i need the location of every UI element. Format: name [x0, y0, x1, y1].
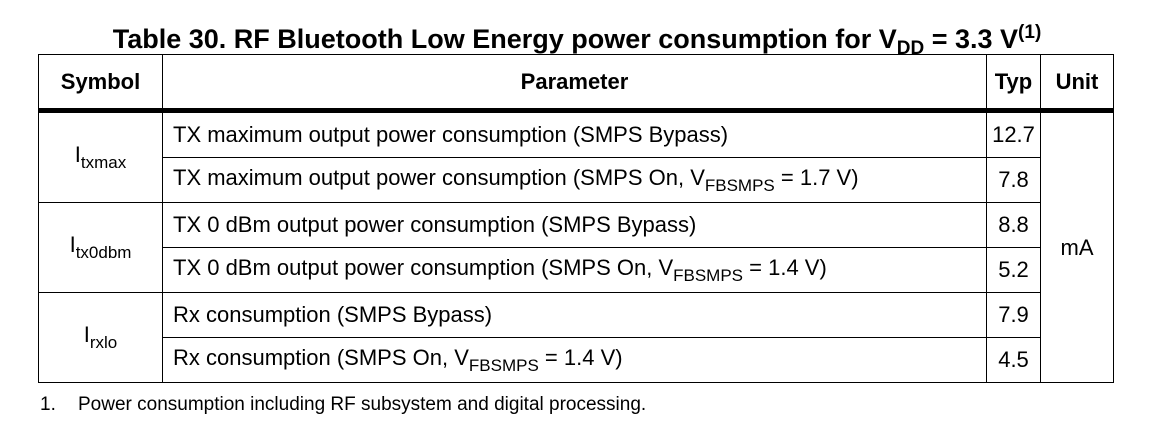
- parameter-text: TX maximum output power consumption (SMP…: [173, 122, 729, 147]
- title-text: Table 30. RF Bluetooth Low Energy power …: [112, 24, 897, 54]
- symbol-subscript: rxlo: [89, 333, 118, 352]
- parameter-subscript: FBSMPS: [673, 265, 744, 285]
- typ-cell: 12.7: [986, 110, 1041, 158]
- typ-cell: 7.8: [986, 157, 1041, 203]
- table-title: Table 30. RF Bluetooth Low Energy power …: [0, 13, 1154, 69]
- typ-cell: 7.9: [986, 292, 1041, 338]
- header-row: Symbol Parameter Typ Unit: [38, 54, 1114, 113]
- symbol-cell: Itx0dbm: [38, 202, 163, 293]
- parameter-cell: TX 0 dBm output power consumption (SMPS …: [162, 202, 987, 248]
- symbol-base: I: [69, 232, 76, 257]
- header-symbol: Symbol: [38, 54, 163, 113]
- symbol-subscript: txmax: [80, 153, 127, 172]
- table-row: Rx consumption (SMPS On, VFBSMPS = 1.4 V…: [39, 337, 1114, 383]
- parameter-cell: TX maximum output power consumption (SMP…: [162, 157, 987, 203]
- typ-cell: 5.2: [986, 247, 1041, 293]
- parameter-text: Rx consumption (SMPS On, V: [173, 344, 469, 370]
- title-subscript: DD: [896, 38, 925, 59]
- parameter-cell: TX maximum output power consumption (SMP…: [162, 110, 987, 158]
- footnote-number: 1.: [40, 394, 56, 415]
- title-text-after: = 3.3 V: [924, 24, 1019, 54]
- table-row: Itx0dbm TX 0 dBm output power consumptio…: [38, 202, 1114, 293]
- header-typ: Typ: [986, 54, 1041, 113]
- title-note-ref: (1): [1018, 22, 1042, 43]
- parameter-text: TX 0 dBm output power consumption (SMPS …: [173, 212, 697, 237]
- unit-cell: mA: [1040, 110, 1114, 383]
- table-row: TX 0 dBm output power consumption (SMPS …: [39, 247, 1114, 293]
- footnote: 1. Power consumption including RF subsyst…: [40, 394, 646, 416]
- symbol-base: I: [83, 322, 90, 347]
- header-unit: Unit: [1040, 54, 1114, 113]
- parameter-text: TX 0 dBm output power consumption (SMPS …: [173, 254, 674, 280]
- footnote-text: Power consumption including RF subsystem…: [78, 394, 647, 415]
- symbol-cell: Irxlo: [38, 292, 163, 383]
- parameter-cell: Rx consumption (SMPS On, VFBSMPS = 1.4 V…: [162, 337, 987, 383]
- typ-cell: 4.5: [986, 337, 1041, 383]
- header-parameter: Parameter: [162, 54, 987, 113]
- symbol-base: I: [74, 142, 81, 167]
- parameter-text: TX maximum output power consumption (SMP…: [173, 164, 705, 190]
- table-row: TX maximum output power consumption (SMP…: [39, 157, 1114, 203]
- parameter-subscript: FBSMPS: [468, 355, 539, 375]
- table-row: Itxmax TX maximum output power consumpti…: [38, 110, 1114, 383]
- parameter-cell: TX 0 dBm output power consumption (SMPS …: [162, 247, 987, 293]
- parameter-text-after: = 1.4 V): [743, 254, 827, 280]
- typ-cell: 8.8: [986, 202, 1041, 248]
- parameter-text: Rx consumption (SMPS Bypass): [173, 302, 493, 327]
- parameter-text-after: = 1.7 V): [774, 164, 859, 190]
- power-consumption-table: Symbol Parameter Typ Unit Itxmax TX maxi…: [38, 54, 1114, 383]
- parameter-cell: Rx consumption (SMPS Bypass): [162, 292, 987, 338]
- symbol-subscript: tx0dbm: [75, 243, 132, 262]
- table-row: Irxlo Rx consumption (SMPS Bypass) 7.9: [38, 292, 1114, 383]
- parameter-subscript: FBSMPS: [704, 175, 775, 195]
- parameter-text-after: = 1.4 V): [538, 344, 623, 370]
- symbol-cell: Itxmax: [38, 110, 163, 203]
